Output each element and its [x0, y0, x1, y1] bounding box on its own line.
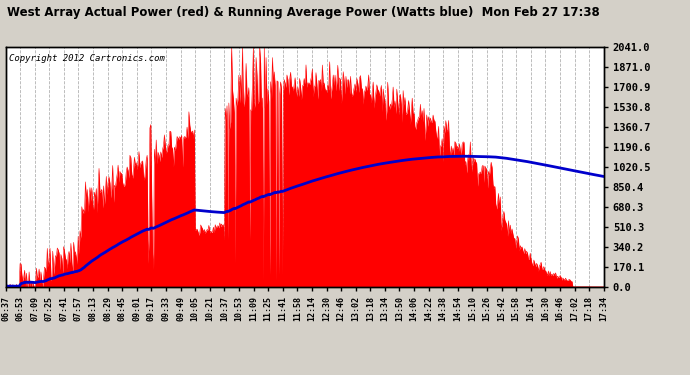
Text: Copyright 2012 Cartronics.com: Copyright 2012 Cartronics.com: [8, 54, 164, 63]
Text: West Array Actual Power (red) & Running Average Power (Watts blue)  Mon Feb 27 1: West Array Actual Power (red) & Running …: [7, 6, 600, 19]
